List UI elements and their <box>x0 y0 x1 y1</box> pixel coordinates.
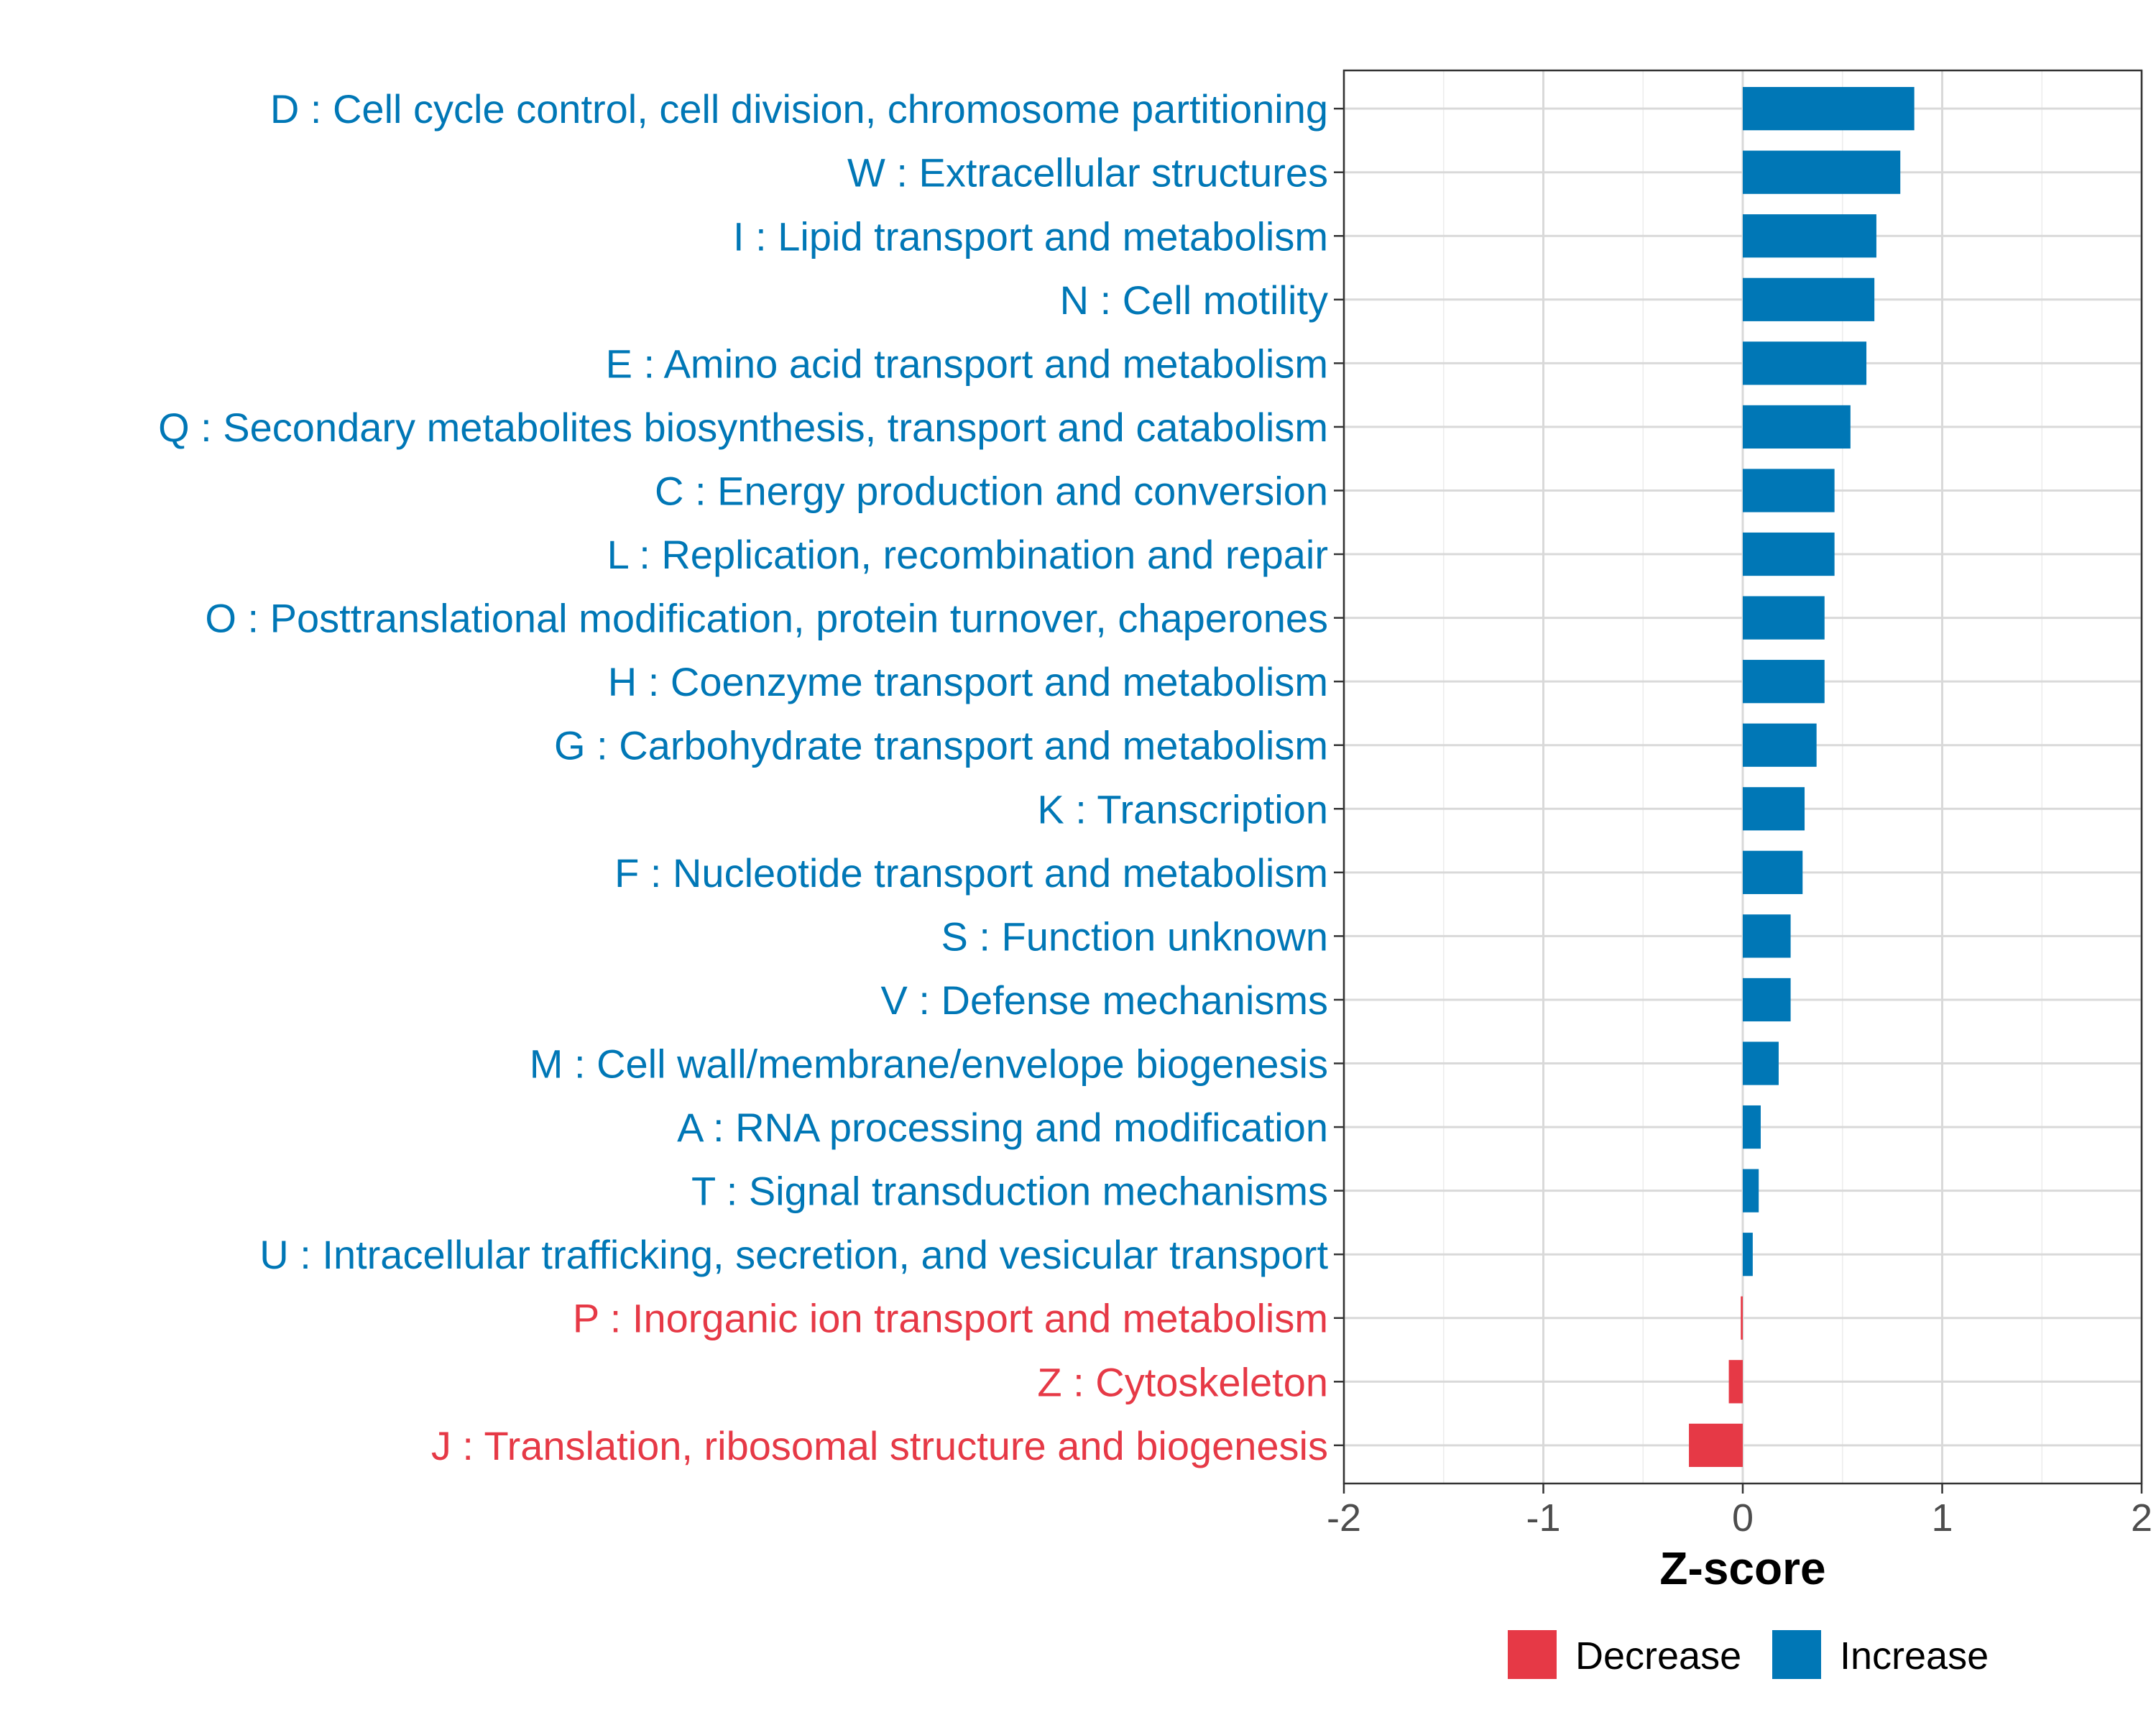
category-label-10: H : Coenzyme transport and metabolism <box>608 659 1328 704</box>
legend-label-increase: Increase <box>1840 1634 1989 1678</box>
category-label-17: A : RNA processing and modification <box>677 1105 1328 1150</box>
bar-19 <box>1743 1233 1753 1276</box>
bar-7 <box>1743 469 1835 512</box>
legend-swatch-increase <box>1772 1630 1821 1679</box>
x-tick-label-4: 2 <box>2131 1496 2152 1540</box>
bar-1 <box>1743 87 1915 131</box>
category-label-14: S : Function unknown <box>941 914 1328 959</box>
category-label-8: L : Replication, recombination and repai… <box>607 532 1328 577</box>
category-label-1: D : Cell cycle control, cell division, c… <box>270 86 1328 132</box>
x-axis-title: Z-score <box>1659 1542 1825 1594</box>
category-label-22: J : Translation, ribosomal structure and… <box>431 1423 1328 1468</box>
bar-22 <box>1689 1423 1743 1467</box>
category-label-12: K : Transcription <box>1037 786 1328 832</box>
bar-14 <box>1743 914 1791 958</box>
legend-swatch-decrease <box>1508 1630 1557 1679</box>
category-label-5: E : Amino acid transport and metabolism <box>606 341 1328 386</box>
category-label-21: Z : Cytoskeleton <box>1037 1359 1328 1404</box>
category-label-15: V : Defense mechanisms <box>881 978 1328 1023</box>
bar-5 <box>1743 341 1867 385</box>
x-tick-label-0: -2 <box>1327 1496 1361 1540</box>
category-label-16: M : Cell wall/membrane/envelope biogenes… <box>530 1041 1328 1087</box>
category-label-11: G : Carbohydrate transport and metabolis… <box>554 723 1328 768</box>
x-tick-label-2: 0 <box>1732 1496 1754 1540</box>
axis-ticks: -2 -1 0 1 2 <box>1327 107 2152 1540</box>
bar-20 <box>1741 1296 1743 1340</box>
category-label-9: O : Posttranslational modification, prot… <box>205 596 1328 641</box>
category-label-2: W : Extracellular structures <box>847 150 1328 196</box>
bar-8 <box>1743 532 1835 576</box>
bars <box>1689 87 1915 1467</box>
bar-3 <box>1743 214 1876 258</box>
x-tick-label-1: -1 <box>1526 1496 1560 1540</box>
bar-17 <box>1743 1105 1761 1149</box>
category-label-19: U : Intracellular trafficking, secretion… <box>259 1232 1328 1277</box>
bar-9 <box>1743 596 1825 640</box>
bar-6 <box>1743 405 1851 449</box>
bar-15 <box>1743 978 1791 1022</box>
bar-13 <box>1743 850 1803 894</box>
bar-4 <box>1743 277 1875 321</box>
legend-label-decrease: Decrease <box>1575 1634 1741 1678</box>
category-label-13: F : Nucleotide transport and metabolism <box>614 850 1328 896</box>
bar-10 <box>1743 660 1825 704</box>
bar-11 <box>1743 723 1817 767</box>
x-tick-label-3: 1 <box>1931 1496 1953 1540</box>
bar-18 <box>1743 1169 1759 1213</box>
category-label-20: P : Inorganic ion transport and metaboli… <box>573 1296 1328 1341</box>
bar-16 <box>1743 1041 1779 1085</box>
category-label-18: T : Signal transduction mechanisms <box>691 1169 1328 1214</box>
category-label-4: N : Cell motility <box>1060 277 1328 323</box>
bar-21 <box>1728 1360 1743 1404</box>
category-label-6: Q : Secondary metabolites biosynthesis, … <box>158 405 1328 450</box>
category-label-3: I : Lipid transport and metabolism <box>733 213 1328 259</box>
bar-12 <box>1743 787 1805 831</box>
bar-2 <box>1743 150 1901 194</box>
legend: Decrease Increase <box>1508 1630 1989 1679</box>
category-label-7: C : Energy production and conversion <box>655 468 1328 513</box>
category-labels: D : Cell cycle control, cell division, c… <box>158 86 1328 1468</box>
